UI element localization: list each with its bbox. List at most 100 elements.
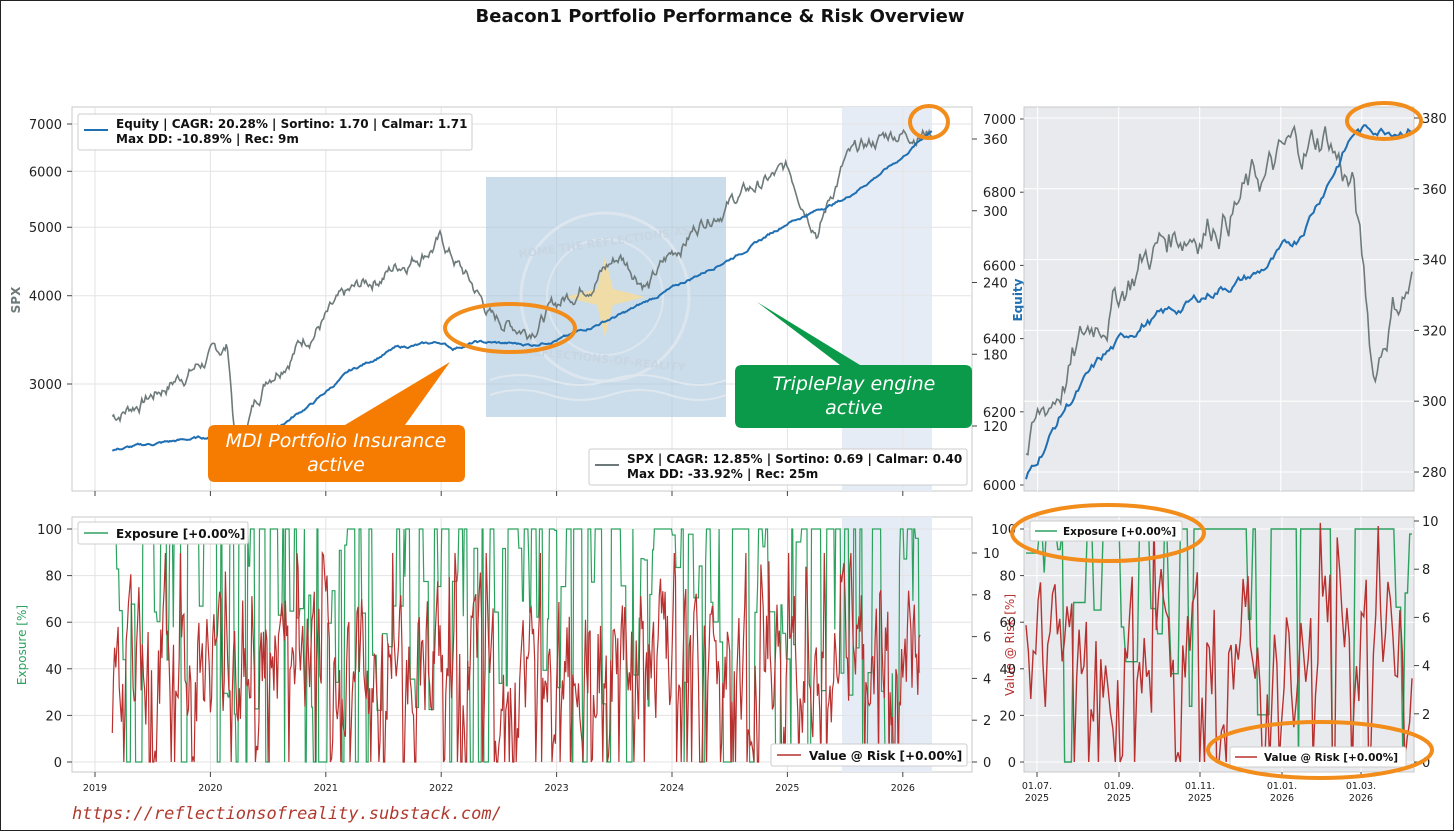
- equity-axis-label: Equity: [1011, 278, 1025, 321]
- zoom-spx-tick-label: 6000: [983, 479, 1016, 494]
- zoom-spx-series-line: [1025, 124, 1413, 456]
- equity-tick-label: 240: [983, 277, 1008, 292]
- zoom-var-tick-label: 6: [1422, 611, 1430, 626]
- legend-exposure: Exposure [+0.00%]: [77, 521, 249, 545]
- exposure-axis-label: Exposure [%]: [15, 605, 29, 685]
- spx-series-line: [111, 128, 932, 450]
- var-series-line: [111, 550, 921, 763]
- watermark-logo: HOME THE REFLECTIONS AS REFLECTIONS-OF-R…: [486, 177, 727, 417]
- equity-tick-label: 180: [983, 348, 1008, 363]
- var-tick-label: 8: [983, 589, 991, 604]
- zoom-date-tick-day: 01.07.: [1022, 781, 1052, 792]
- zoom-spx-tick-label: 7000: [983, 113, 1016, 128]
- zoom-exposure-tick-label: 100: [991, 523, 1016, 538]
- year-tick-label: 2021: [314, 783, 338, 794]
- zoom-date-tick-year: 2025: [1025, 793, 1049, 804]
- zoom-spx-tick-label: 6400: [983, 333, 1016, 348]
- zoom-equity-tick-label: 380: [1422, 112, 1447, 127]
- figure-title: Beacon1 Portfolio Performance & Risk Ove…: [476, 6, 965, 27]
- highlight-ellipse-top-end: [908, 104, 950, 140]
- exposure-tick-label: 20: [45, 709, 62, 724]
- zoom-exposure-tick-label: 20: [999, 709, 1016, 724]
- zoom-spx-tick-label: 6800: [983, 186, 1016, 201]
- year-tick-label: 2025: [775, 783, 799, 794]
- equity-tick-label: 300: [983, 205, 1008, 220]
- equity-tick-label: 120: [983, 420, 1008, 435]
- exposure-tick-label: 100: [37, 523, 62, 538]
- var-tick-label: 4: [983, 672, 991, 687]
- zoom-var-tick-label: 4: [1422, 660, 1430, 675]
- zoom-legend-exposure: Exposure [+0.00%]: [1029, 520, 1183, 542]
- exposure-tick-label: 0: [54, 756, 62, 771]
- year-tick-label: 2019: [83, 783, 107, 794]
- exposure-tick-label: 60: [45, 616, 62, 631]
- zoom-spx-tick-label: 6600: [983, 259, 1016, 274]
- year-tick-label: 2020: [198, 783, 222, 794]
- legend-spx-line1: SPX | CAGR: 12.85% | Sortino: 0.69 | Cal…: [627, 452, 962, 466]
- highlight-ellipse-mdi: [443, 302, 577, 354]
- legend-spx-line2: Max DD: -33.92% | Rec: 25m: [627, 467, 818, 481]
- callout-mdi-line1: MDI Portfolio Insurance: [226, 430, 447, 452]
- zoom-equity-tick-label: 280: [1422, 466, 1447, 481]
- legend-equity: Equity | CAGR: 20.28% | Sortino: 1.70 | …: [77, 113, 473, 151]
- highlight-region-top: [842, 107, 932, 491]
- spx-tick-label: 5000: [29, 221, 62, 236]
- legend-equity-line1: Equity | CAGR: 20.28% | Sortino: 1.70 | …: [116, 117, 468, 131]
- highlight-ellipse-zoom-exposure: [1010, 503, 1206, 563]
- var-tick-label: 2: [983, 714, 991, 729]
- zoom-exposure-tick-label: 40: [999, 663, 1016, 678]
- zoom-var-tick-label: 2: [1422, 708, 1430, 723]
- legend-spx: SPX | CAGR: 12.85% | Sortino: 0.69 | Cal…: [588, 448, 968, 486]
- highlight-ellipse-zoom-end: [1345, 101, 1423, 141]
- exposure-tick-label: 40: [45, 663, 62, 678]
- spx-tick-label: 4000: [29, 290, 62, 305]
- var-axis-label: Value @ Risk [%]: [1003, 594, 1017, 696]
- callout-tripleplay: TriplePlay engine active: [735, 302, 972, 428]
- spx-tick-label: 3000: [29, 378, 62, 393]
- callout-tripleplay-line1: TriplePlay engine: [773, 373, 936, 395]
- zoom-date-tick-year: 2025: [1188, 793, 1212, 804]
- zoom-legend-var-label: Value @ Risk [+0.00%]: [1264, 752, 1398, 764]
- zoom-date-tick-year: 2026: [1349, 793, 1373, 804]
- zoom-date-tick-day: 01.11.: [1185, 781, 1215, 792]
- zoom-date-tick-day: 01.03.: [1346, 781, 1376, 792]
- year-tick-label: 2022: [429, 783, 453, 794]
- legend-var: Value @ Risk [+0.00%]: [770, 743, 968, 767]
- zoom-legend-exposure-label: Exposure [+0.00%]: [1063, 526, 1176, 538]
- year-tick-label: 2024: [660, 783, 684, 794]
- spx-tick-label: 6000: [29, 165, 62, 180]
- year-tick-label: 2023: [545, 783, 569, 794]
- zoom-exposure-tick-label: 0: [1008, 756, 1016, 771]
- zoom-equity-tick-label: 320: [1422, 324, 1447, 339]
- callout-tripleplay-line2: active: [825, 397, 883, 419]
- zoom-exposure-tick-label: 60: [999, 616, 1016, 631]
- spx-tick-label: 7000: [29, 118, 62, 133]
- footer-url[interactable]: https://reflectionsofreality.substack.co…: [72, 804, 502, 824]
- exposure-tick-label: 80: [45, 570, 62, 585]
- main-top-panel: HOME THE REFLECTIONS AS REFLECTIONS-OF-R…: [9, 104, 1025, 496]
- var-tick-label: 10: [983, 547, 1000, 562]
- zoom-spx-tick-label: 6200: [983, 406, 1016, 421]
- highlight-ellipse-zoom-var: [1206, 720, 1434, 780]
- legend-var-label: Value @ Risk [+0.00%]: [809, 749, 962, 763]
- zoom-var-tick-label: 10: [1422, 515, 1439, 530]
- legend-exposure-label: Exposure [+0.00%]: [116, 527, 245, 541]
- zoom-equity-tick-label: 360: [1422, 183, 1447, 198]
- zoom-date-tick-day: 01.01.: [1267, 781, 1297, 792]
- callout-mdi-line2: active: [307, 454, 365, 476]
- zoom-var-tick-label: 0: [1422, 756, 1430, 771]
- zoom-var-tick-label: 8: [1422, 563, 1430, 578]
- var-tick-label: 0: [983, 756, 991, 771]
- zoom-top-panel: 380 360 340 320 300 280: [1023, 101, 1447, 492]
- var-tick-label: 6: [983, 631, 991, 646]
- spx-axis-label: SPX: [9, 286, 23, 313]
- zoom-equity-series-line: [1025, 124, 1413, 480]
- legend-equity-line2: Max DD: -10.89% | Rec: 9m: [116, 132, 299, 146]
- zoom-equity-tick-label: 300: [1422, 395, 1447, 410]
- zoom-date-tick-year: 2026: [1270, 793, 1294, 804]
- zoom-equity-tick-label: 340: [1422, 254, 1447, 269]
